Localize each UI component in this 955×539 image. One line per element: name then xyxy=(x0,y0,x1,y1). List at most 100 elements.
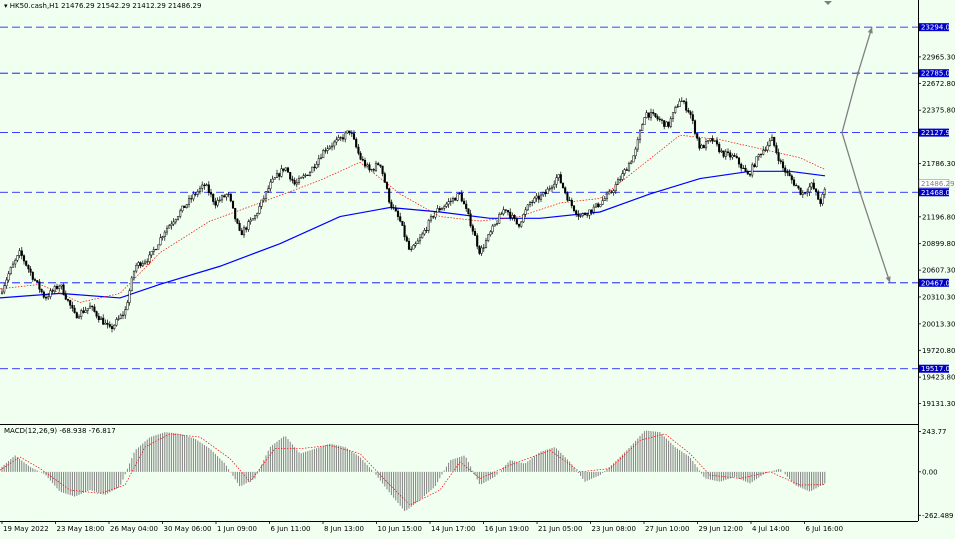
candle-body xyxy=(137,262,140,266)
candle-body xyxy=(196,191,199,195)
candle-body xyxy=(482,247,485,249)
candle-body xyxy=(260,199,263,207)
candle-body xyxy=(104,322,107,325)
candle-body xyxy=(460,192,463,202)
candle-body xyxy=(245,227,248,230)
candle-body xyxy=(25,260,28,266)
candle-body xyxy=(119,314,122,319)
candle-body xyxy=(759,153,763,156)
time-tick-label: 4 Jul 14:00 xyxy=(752,525,790,533)
candle-body xyxy=(645,112,648,118)
candle-body xyxy=(476,235,479,247)
candle-body xyxy=(275,173,279,178)
symbol-dropdown-icon[interactable]: ▾ xyxy=(4,2,8,10)
candle-body xyxy=(550,186,554,189)
candle-body xyxy=(786,172,789,174)
candle-body xyxy=(297,178,301,183)
price-tick-label: 20013.30 xyxy=(922,320,955,328)
candle-body xyxy=(218,199,221,201)
candle-body xyxy=(469,213,472,227)
macd-tick-label: 243.77 xyxy=(922,428,947,436)
candle-body xyxy=(509,211,512,218)
candle-body xyxy=(247,221,250,230)
candle-body xyxy=(817,191,820,200)
candle-body xyxy=(647,112,650,118)
candle-body xyxy=(526,204,529,211)
candle-body xyxy=(528,202,532,206)
candle-body xyxy=(660,119,664,121)
scroll-shift-marker[interactable] xyxy=(824,1,832,5)
candle-body xyxy=(348,130,351,134)
candle-body xyxy=(135,265,138,272)
candle-body xyxy=(471,225,474,232)
price-tick-label: 19131.30 xyxy=(922,400,955,408)
candle-body xyxy=(3,285,6,293)
horizontal-levels xyxy=(0,26,918,370)
candle-body xyxy=(478,246,481,254)
candle-body xyxy=(590,209,593,213)
candle-body xyxy=(451,197,455,202)
price-tick-label: 19423.80 xyxy=(922,374,955,382)
ma-fast-line xyxy=(0,134,826,303)
candle-body xyxy=(713,140,716,142)
candle-body xyxy=(632,155,635,163)
candle-body xyxy=(71,305,74,309)
candle-body xyxy=(335,139,338,143)
candle-body xyxy=(522,214,525,223)
candle-body xyxy=(493,223,496,227)
candle-body xyxy=(544,192,547,194)
candle-body xyxy=(484,240,488,248)
candle-body xyxy=(685,101,688,111)
macd-label: MACD(12,26,9) -68.938 -76.817 xyxy=(4,427,116,435)
candle-body xyxy=(271,178,274,183)
candle-body xyxy=(154,249,158,251)
candle-body xyxy=(764,149,767,151)
candle-body xyxy=(251,218,254,221)
price-tick-label: 20310.30 xyxy=(922,293,955,301)
candle-body xyxy=(665,121,668,127)
candle-body xyxy=(810,182,813,188)
candle-body xyxy=(700,145,703,149)
level-label: 23294.00 xyxy=(921,24,954,32)
candle-body xyxy=(352,133,356,140)
candle-body xyxy=(667,121,670,127)
macd-indicator xyxy=(0,430,826,512)
candle-body xyxy=(152,249,155,252)
candle-body xyxy=(73,307,76,313)
candle-body xyxy=(355,138,358,148)
candle-body xyxy=(363,160,367,167)
candle-body xyxy=(328,146,331,149)
candle-body xyxy=(5,279,8,286)
candle-body xyxy=(258,206,261,214)
time-tick-label: 23 May 18:00 xyxy=(57,525,105,533)
candle-body xyxy=(0,291,4,294)
candle-body xyxy=(542,192,545,196)
macd-tick-label: 0.00 xyxy=(922,468,938,476)
level-label-box xyxy=(919,364,949,373)
candle-body xyxy=(18,250,21,256)
candle-body xyxy=(396,210,400,217)
time-tick-label: 27 Jun 10:00 xyxy=(645,525,689,533)
time-tick-label: 21 Jun 05:00 xyxy=(538,525,582,533)
candle-body xyxy=(636,139,639,150)
candle-body xyxy=(231,200,235,209)
candle-body xyxy=(7,273,10,281)
candle-body xyxy=(421,233,424,239)
candle-body xyxy=(770,136,774,142)
candle-body xyxy=(370,169,373,171)
price-tick-label: 22672.80 xyxy=(922,80,955,88)
candle-body xyxy=(715,140,719,145)
candle-body xyxy=(253,215,257,219)
candle-body xyxy=(803,192,807,194)
candle-body xyxy=(150,251,153,256)
candle-body xyxy=(539,194,543,200)
candle-body xyxy=(707,140,710,142)
candle-body xyxy=(60,284,63,287)
candle-body xyxy=(242,227,246,236)
candle-body xyxy=(392,207,395,209)
candle-body xyxy=(663,120,666,127)
candle-body xyxy=(165,227,169,233)
candle-body xyxy=(498,214,501,224)
level-label: 22785.00 xyxy=(921,70,954,78)
